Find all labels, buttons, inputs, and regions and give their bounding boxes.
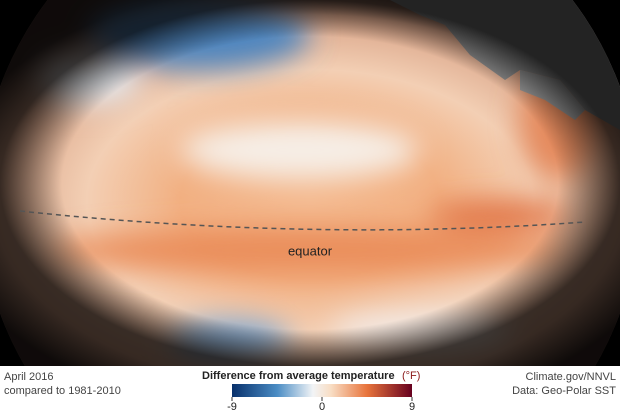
credit: Climate.gov/NNVL: [526, 371, 616, 383]
equator-label: equator: [288, 243, 333, 258]
baseline: compared to 1981-2010: [4, 385, 121, 397]
date: April 2016: [4, 371, 54, 383]
colorbar-tick-label: 0: [319, 401, 325, 413]
colorbar-tick-label: 9: [409, 401, 415, 413]
globe: [0, 0, 620, 366]
source: Data: Geo-Polar SST: [512, 385, 616, 397]
equator-line: [19, 210, 586, 231]
colorbar: [232, 384, 412, 397]
legend-unit: (°F): [402, 370, 420, 382]
globe-shade: [0, 0, 620, 366]
colorbar-tick-label: -9: [227, 401, 237, 413]
legend-title: Difference from average temperature: [202, 370, 395, 382]
